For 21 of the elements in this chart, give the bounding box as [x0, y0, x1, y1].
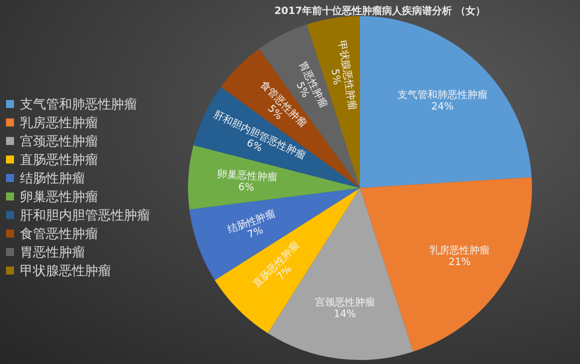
legend-label: 乳房恶性肿瘤 [20, 115, 98, 131]
slice-label: 乳房恶性肿瘤 [430, 244, 490, 257]
data-label: 6% [238, 182, 255, 194]
slice-label: 卵巢恶性肿瘤 [216, 168, 278, 184]
data-label: 5% [328, 68, 342, 86]
chart-title: 2017年前十位恶性肿瘤病人疾病谱分析 （女） [274, 5, 486, 17]
legend-label: 卵巢恶性肿瘤 [20, 189, 98, 205]
data-label: 24% [431, 102, 454, 113]
legend-label: 宫颈恶性肿瘤 [20, 134, 98, 150]
legend-label: 甲状腺恶性肿瘤 [20, 263, 111, 279]
data-label: 21% [448, 257, 471, 268]
data-label: 14% [334, 308, 356, 320]
legend-label: 肝和胆内胆管恶性肿瘤 [20, 208, 150, 224]
pie-slice [360, 16, 532, 188]
legend-label: 结肠性肿瘤 [20, 170, 85, 186]
legend-label: 胃恶性肿瘤 [20, 244, 85, 260]
slice-label: 宫颈恶性肿瘤 [314, 296, 375, 308]
legend-label: 食管恶性肿瘤 [20, 226, 98, 242]
slice-label: 支气管和肺恶性肿瘤 [397, 89, 488, 102]
legend-label: 直肠恶性肿瘤 [20, 152, 98, 168]
legend-label: 支气管和肺恶性肿瘤 [20, 96, 137, 112]
